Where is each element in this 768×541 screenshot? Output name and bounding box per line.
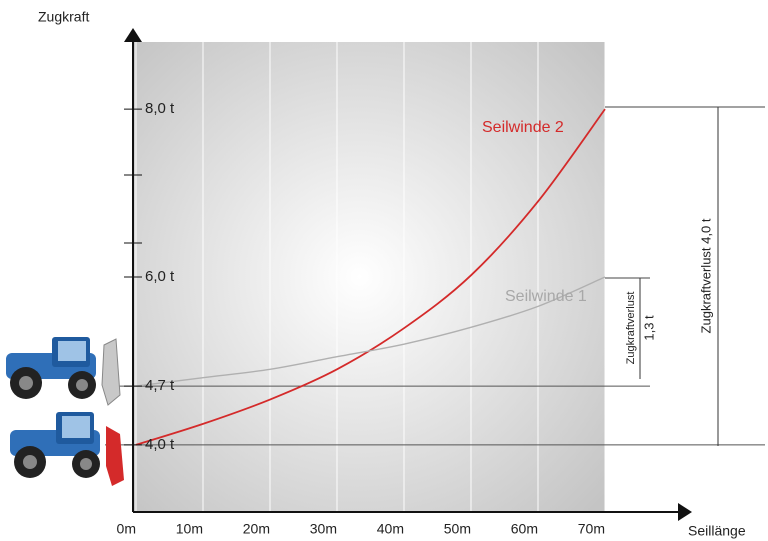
plot-area bbox=[133, 42, 605, 512]
y-tick-label: 4,7 t bbox=[145, 377, 175, 394]
y-tick-label: 8,0 t bbox=[145, 100, 175, 117]
x-tick-label: 0m bbox=[117, 521, 136, 537]
chart: Zugkraft Seillänge Zugkraftverlust 1,3 t… bbox=[0, 0, 768, 541]
tractor-bottom bbox=[10, 412, 124, 486]
x-tick-label: 30m bbox=[310, 521, 337, 537]
y-axis-label: Zugkraft bbox=[38, 9, 89, 25]
x-tick-label: 40m bbox=[377, 521, 404, 537]
y-axis-arrow bbox=[124, 28, 142, 42]
x-axis-arrow bbox=[678, 503, 692, 521]
y-tick-label: 4,0 t bbox=[145, 436, 175, 453]
x-tick-label: 20m bbox=[243, 521, 270, 537]
series-label: Seilwinde 1 bbox=[505, 288, 587, 305]
y-tick-label: 6,0 t bbox=[145, 268, 175, 285]
tractor-top bbox=[6, 337, 120, 405]
x-tick-label: 70m bbox=[578, 521, 605, 537]
annotation: Zugkraftverlust 4,0 t bbox=[698, 218, 713, 333]
x-tick-label: 50m bbox=[444, 521, 471, 537]
x-axis-label: Seillänge bbox=[688, 523, 746, 539]
annotation: 1,3 t bbox=[641, 315, 656, 341]
series-label: Seilwinde 2 bbox=[482, 119, 564, 136]
x-tick-label: 60m bbox=[511, 521, 538, 537]
x-tick-label: 10m bbox=[176, 521, 203, 537]
annotation: Zugkraftverlust bbox=[625, 292, 637, 365]
